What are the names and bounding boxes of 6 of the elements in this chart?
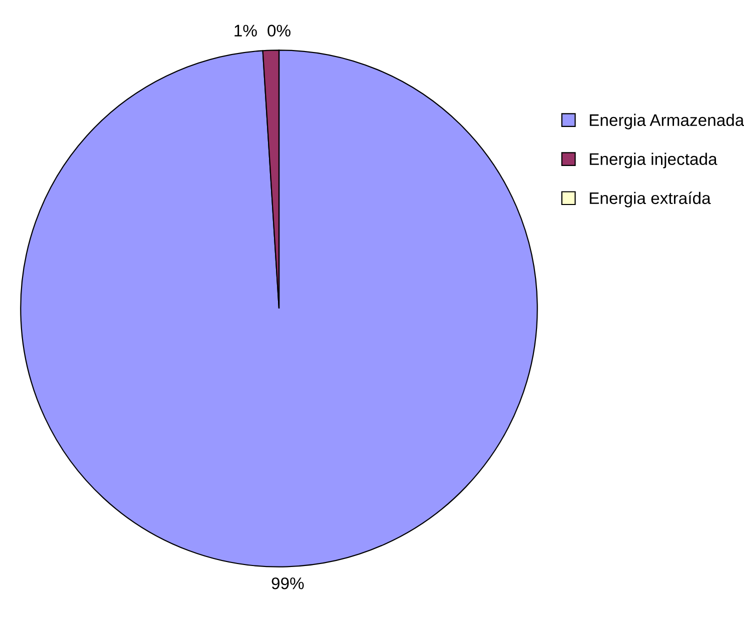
legend-label: Energia extraída — [590, 192, 711, 208]
text: 0% — [268, 24, 290, 37]
legend-label: Energia injectada — [590, 152, 718, 168]
legend-label: Energia Armazenada — [590, 114, 744, 130]
data-label: 1% — [234, 24, 257, 36]
data-label: 99% — [272, 577, 304, 590]
